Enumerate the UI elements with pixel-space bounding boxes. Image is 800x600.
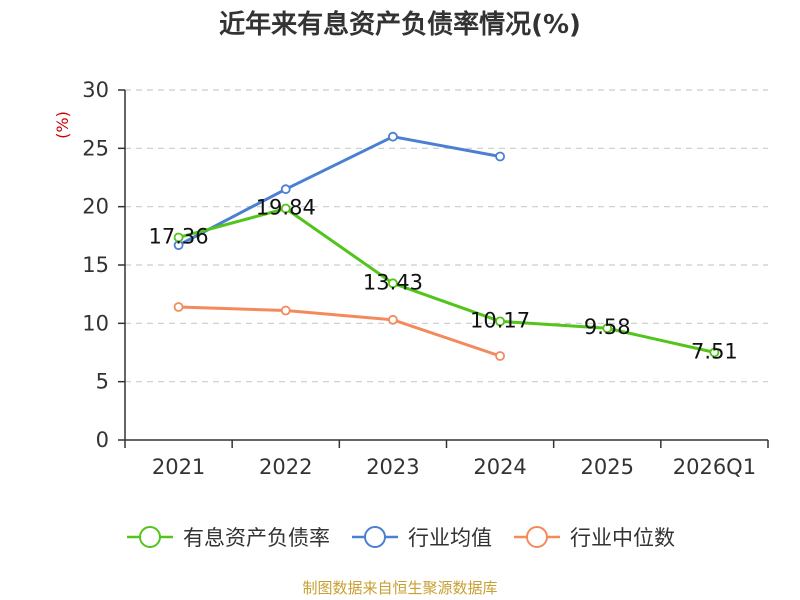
data-point[interactable] [280,203,291,214]
series-line [177,135,501,247]
legend-marker[interactable] [364,526,386,548]
data-point[interactable] [495,316,505,327]
data-point[interactable] [602,323,613,334]
series-line [178,207,715,354]
data-point[interactable] [280,184,291,195]
data-point[interactable] [173,232,184,243]
y-tick-label: 15 [82,253,109,277]
series [173,131,720,361]
chart-title: 近年来有息资产负债率情况(%) [219,9,581,40]
y-tick-label: 0 [96,428,109,452]
legend-marker[interactable] [139,526,161,548]
y-tick-label: 25 [82,136,109,160]
data-point[interactable] [495,151,505,162]
data-label: 10.17 [470,308,530,332]
y-axis-label: (%) [53,111,72,139]
data-point[interactable] [495,351,505,361]
legend-label[interactable]: 有息资产负债率 [183,526,330,550]
x-tick-label: 2026Q1 [673,455,756,479]
data-labels: 17.36 19.84 13.43 10.17 9.58 7.51 [149,196,738,364]
legend-marker[interactable] [526,526,548,548]
data-label: 19.84 [256,196,316,220]
legend[interactable]: 有息资产负债率 行业均值 行业中位数 [127,526,675,550]
data-label: 9.58 [584,315,631,339]
data-point[interactable] [709,347,720,358]
data-point[interactable] [388,314,398,325]
x-tick-label: 2025 [581,455,634,479]
source-note: 制图数据来自恒生聚源数据库 [302,579,497,597]
data-label: 13.43 [363,270,423,294]
grid [125,89,768,383]
legend-label[interactable]: 行业均值 [408,526,492,550]
y-tick-label: 10 [82,311,109,335]
x-tick-label: 2023 [366,455,419,479]
x-tick-label: 2021 [152,455,205,479]
data-point[interactable] [388,278,398,289]
legend-label[interactable]: 行业中位数 [570,526,675,550]
data-label: 7.51 [691,339,738,363]
data-point[interactable] [173,302,184,312]
x-tick-label: 2022 [259,455,312,479]
y-tick-label: 30 [82,78,109,102]
series-line [178,305,501,358]
y-tick-label: 20 [82,195,109,219]
data-point[interactable] [280,305,291,316]
y-tick-label: 5 [96,370,109,394]
x-tick-label: 2024 [473,455,526,479]
data-point[interactable] [388,131,398,142]
data-label: 17.36 [149,224,209,248]
